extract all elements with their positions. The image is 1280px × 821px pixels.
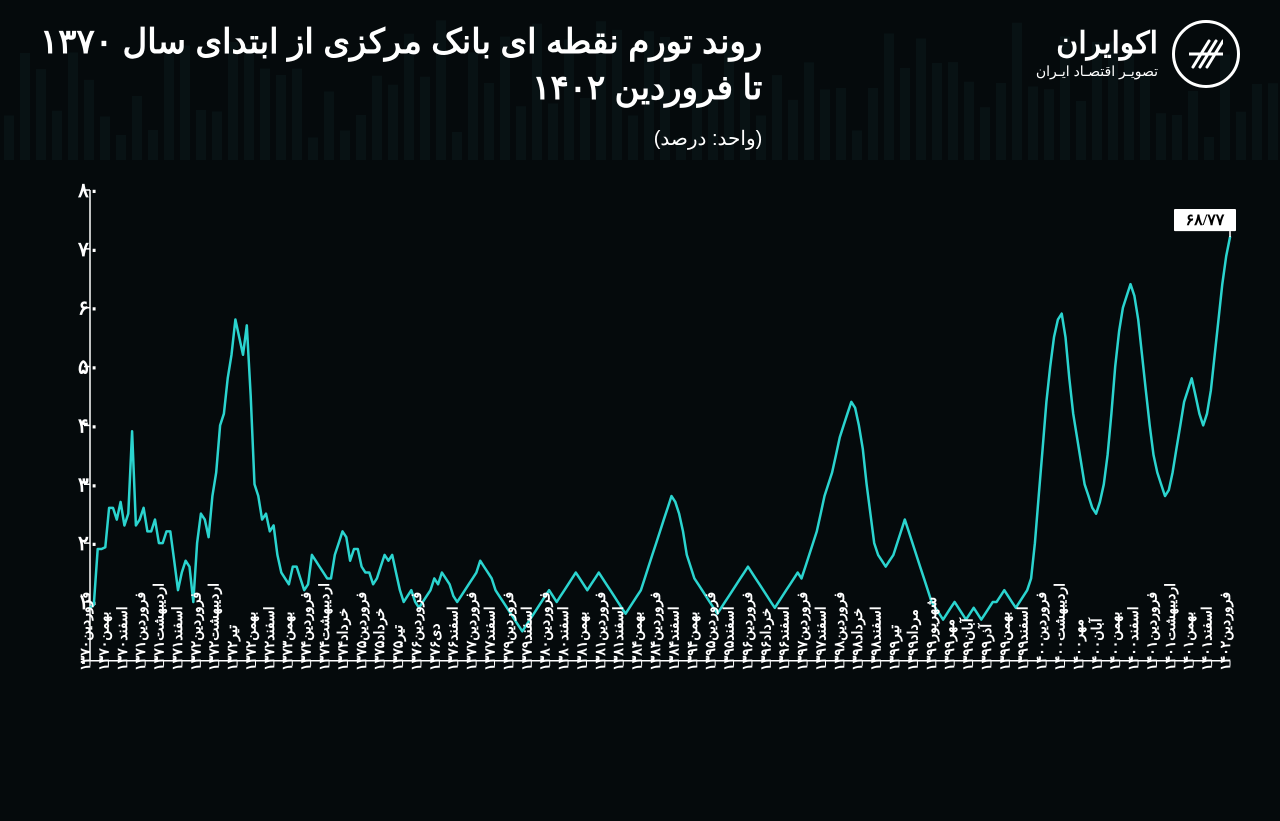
svg-text:اردیبهشت۱۳۷۱: اردیبهشت۱۳۷۱ bbox=[153, 583, 168, 671]
svg-text:فروردین۱۳۸۴: فروردین۱۳۸۴ bbox=[649, 592, 664, 671]
svg-text:تیر۱۳۷۵: تیر۱۳۷۵ bbox=[392, 625, 407, 671]
svg-text:مهر۱۴۰۰: مهر۱۴۰۰ bbox=[1072, 619, 1087, 671]
svg-text:۳۰: ۳۰ bbox=[78, 474, 99, 496]
svg-text:مهر۱۳۹۹: مهر۱۳۹۹ bbox=[943, 619, 958, 671]
svg-text:فروردین۱۳۷۶: فروردین۱۳۷۶ bbox=[410, 592, 425, 671]
svg-text:۶۰: ۶۰ bbox=[78, 298, 99, 320]
svg-text:اسفند۱۳۹۹: اسفند۱۳۹۹ bbox=[1017, 606, 1032, 670]
svg-text:آبان۱۳۹۹: آبان۱۳۹۹ bbox=[959, 617, 977, 671]
svg-text:اسفند۱۳۸۰: اسفند۱۳۸۰ bbox=[557, 606, 572, 670]
svg-text:فروردین۱۳۷۱: فروردین۱۳۷۱ bbox=[134, 592, 149, 671]
svg-text:تیر۱۳۷۲: تیر۱۳۷۲ bbox=[226, 625, 241, 671]
svg-text:خرداد۱۳۹۶: خرداد۱۳۹۶ bbox=[759, 608, 774, 671]
svg-text:بهمن۱۳۸۱: بهمن۱۳۸۱ bbox=[575, 612, 590, 671]
svg-text:۴۰: ۴۰ bbox=[78, 415, 99, 437]
svg-text:فروردین۱۳۸۰: فروردین۱۳۸۰ bbox=[539, 592, 554, 671]
svg-text:خرداد۱۳۷۴: خرداد۱۳۷۴ bbox=[336, 608, 351, 671]
svg-text:اسفند۱۴۰۰: اسفند۱۴۰۰ bbox=[1127, 606, 1142, 670]
svg-text:فروردین۱۳۷۲: فروردین۱۳۷۲ bbox=[189, 592, 204, 671]
line-chart: ۰۱۰۲۰۳۰۴۰۵۰۶۰۷۰۸۰فروردین۱۳۷۰بهمن۱۳۷۰اسفن… bbox=[40, 180, 1240, 791]
svg-text:خرداد۱۳۹۸: خرداد۱۳۹۸ bbox=[851, 608, 866, 671]
svg-text:بهمن۱۳۹۴: بهمن۱۳۹۴ bbox=[686, 612, 701, 671]
svg-text:اسفند۱۳۷۱: اسفند۱۳۷۱ bbox=[171, 606, 186, 670]
title-block: روند تورم نقطه ای بانک مرکزی از ابتدای س… bbox=[40, 20, 762, 151]
svg-text:۷۰: ۷۰ bbox=[77, 239, 99, 261]
brand-name: اکوایران bbox=[1036, 29, 1158, 59]
svg-text:اسفند۱۳۷۹: اسفند۱۳۷۹ bbox=[520, 606, 535, 670]
svg-text:اردیبهشت۱۳۷۲: اردیبهشت۱۳۷۲ bbox=[208, 583, 223, 671]
svg-text:فروردین۱۳۹۷: فروردین۱۳۹۷ bbox=[796, 592, 811, 671]
svg-text:شهریور۱۳۹۹: شهریور۱۳۹۹ bbox=[925, 597, 940, 671]
header: اکوایران تصویـر اقتصـاد ایـران روند تورم… bbox=[40, 20, 1240, 151]
svg-text:دی۱۳۷۶: دی۱۳۷۶ bbox=[428, 623, 443, 670]
svg-text:بهمن۱۳۹۹: بهمن۱۳۹۹ bbox=[998, 612, 1013, 671]
svg-text:بهمن۱۳۷۰: بهمن۱۳۷۰ bbox=[97, 612, 112, 671]
svg-text:آذر۱۳۹۹: آذر۱۳۹۹ bbox=[977, 623, 995, 671]
svg-text:بهمن۱۴۰۱: بهمن۱۴۰۱ bbox=[1182, 612, 1197, 671]
svg-text:بهمن۱۳۷۲: بهمن۱۳۷۲ bbox=[244, 612, 259, 671]
svg-text:اسفند۱۳۹۶: اسفند۱۳۹۶ bbox=[778, 606, 793, 670]
svg-text:۶۸/۷۷: ۶۸/۷۷ bbox=[1186, 212, 1225, 229]
brand-subtitle: تصویـر اقتصـاد ایـران bbox=[1036, 63, 1158, 80]
svg-text:اسفند۱۳۷۰: اسفند۱۳۷۰ bbox=[116, 606, 131, 670]
svg-text:تیر۱۳۹۹: تیر۱۳۹۹ bbox=[888, 625, 903, 671]
svg-text:فروردین۱۴۰۱: فروردین۱۴۰۱ bbox=[1145, 592, 1160, 671]
svg-text:بهمن۱۴۰۰: بهمن۱۴۰۰ bbox=[1109, 612, 1124, 671]
svg-text:اسفند۱۳۷۷: اسفند۱۳۷۷ bbox=[484, 606, 499, 670]
svg-text:اردیبهشت۱۴۰۰: اردیبهشت۱۴۰۰ bbox=[1054, 583, 1069, 671]
svg-text:فروردین۱۳۹۶: فروردین۱۳۹۶ bbox=[741, 592, 756, 671]
unit-label: (واحد: درصد) bbox=[40, 126, 762, 151]
svg-text:فروردین۱۳۷۹: فروردین۱۳۷۹ bbox=[502, 592, 517, 671]
svg-text:آبان۱۴۰۰: آبان۱۴۰۰ bbox=[1087, 617, 1105, 671]
svg-text:اردیبهشت۱۳۷۴: اردیبهشت۱۳۷۴ bbox=[318, 583, 333, 671]
svg-text:اسفند۱۳۹۵: اسفند۱۳۹۵ bbox=[723, 606, 738, 670]
svg-text:فروردین۱۳۹۸: فروردین۱۳۹۸ bbox=[833, 592, 848, 671]
brand-block: اکوایران تصویـر اقتصـاد ایـران bbox=[1036, 20, 1240, 88]
svg-text:اسفند۱۳۸۴: اسفند۱۳۸۴ bbox=[667, 606, 682, 670]
svg-text:۲۰: ۲۰ bbox=[78, 533, 99, 555]
title-line1: روند تورم نقطه ای بانک مرکزی از ابتدای س… bbox=[40, 20, 762, 66]
svg-text:فروردین۱۳۹۵: فروردین۱۳۹۵ bbox=[704, 592, 719, 671]
svg-text:اسفند۱۳۸۱: اسفند۱۳۸۱ bbox=[612, 606, 627, 670]
svg-text:فروردین۱۴۰۰: فروردین۱۴۰۰ bbox=[1035, 592, 1050, 671]
svg-text:اسفند۱۳۷۶: اسفند۱۳۷۶ bbox=[447, 606, 462, 670]
svg-text:۵۰: ۵۰ bbox=[78, 357, 99, 379]
brand-logo-icon bbox=[1172, 20, 1240, 88]
title-line2: تا فروردین ۱۴۰۲ bbox=[40, 66, 762, 112]
svg-text:اسفند۱۴۰۱: اسفند۱۴۰۱ bbox=[1201, 606, 1216, 670]
svg-text:فروردین۱۳۷۵: فروردین۱۳۷۵ bbox=[355, 592, 370, 671]
svg-text:فروردین۱۳۷۴: فروردین۱۳۷۴ bbox=[300, 592, 315, 671]
svg-text:بهمن۱۳۸۴: بهمن۱۳۸۴ bbox=[631, 612, 646, 671]
chart-card: اکوایران تصویـر اقتصـاد ایـران روند تورم… bbox=[0, 0, 1280, 821]
svg-text:اسفند۱۳۹۸: اسفند۱۳۹۸ bbox=[870, 606, 885, 670]
svg-text:بهمن۱۳۷۳: بهمن۱۳۷۳ bbox=[281, 612, 296, 671]
svg-text:فروردین۱۳۷۰: فروردین۱۳۷۰ bbox=[79, 592, 94, 671]
svg-text:مرداد۱۳۹۹: مرداد۱۳۹۹ bbox=[906, 609, 921, 671]
svg-text:اسفند۱۳۹۷: اسفند۱۳۹۷ bbox=[814, 606, 829, 670]
svg-text:فروردین۱۳۸۱: فروردین۱۳۸۱ bbox=[594, 592, 609, 671]
svg-text:اردیبهشت۱۴۰۱: اردیبهشت۱۴۰۱ bbox=[1164, 583, 1179, 671]
svg-text:فروردین۱۴۰۲: فروردین۱۴۰۲ bbox=[1219, 592, 1234, 671]
svg-text:۸۰: ۸۰ bbox=[77, 180, 99, 202]
svg-text:فروردین۱۳۷۷: فروردین۱۳۷۷ bbox=[465, 592, 480, 671]
svg-text:اسفند۱۳۷۲: اسفند۱۳۷۲ bbox=[263, 606, 278, 670]
svg-text:خرداد۱۳۷۵: خرداد۱۳۷۵ bbox=[373, 608, 388, 671]
